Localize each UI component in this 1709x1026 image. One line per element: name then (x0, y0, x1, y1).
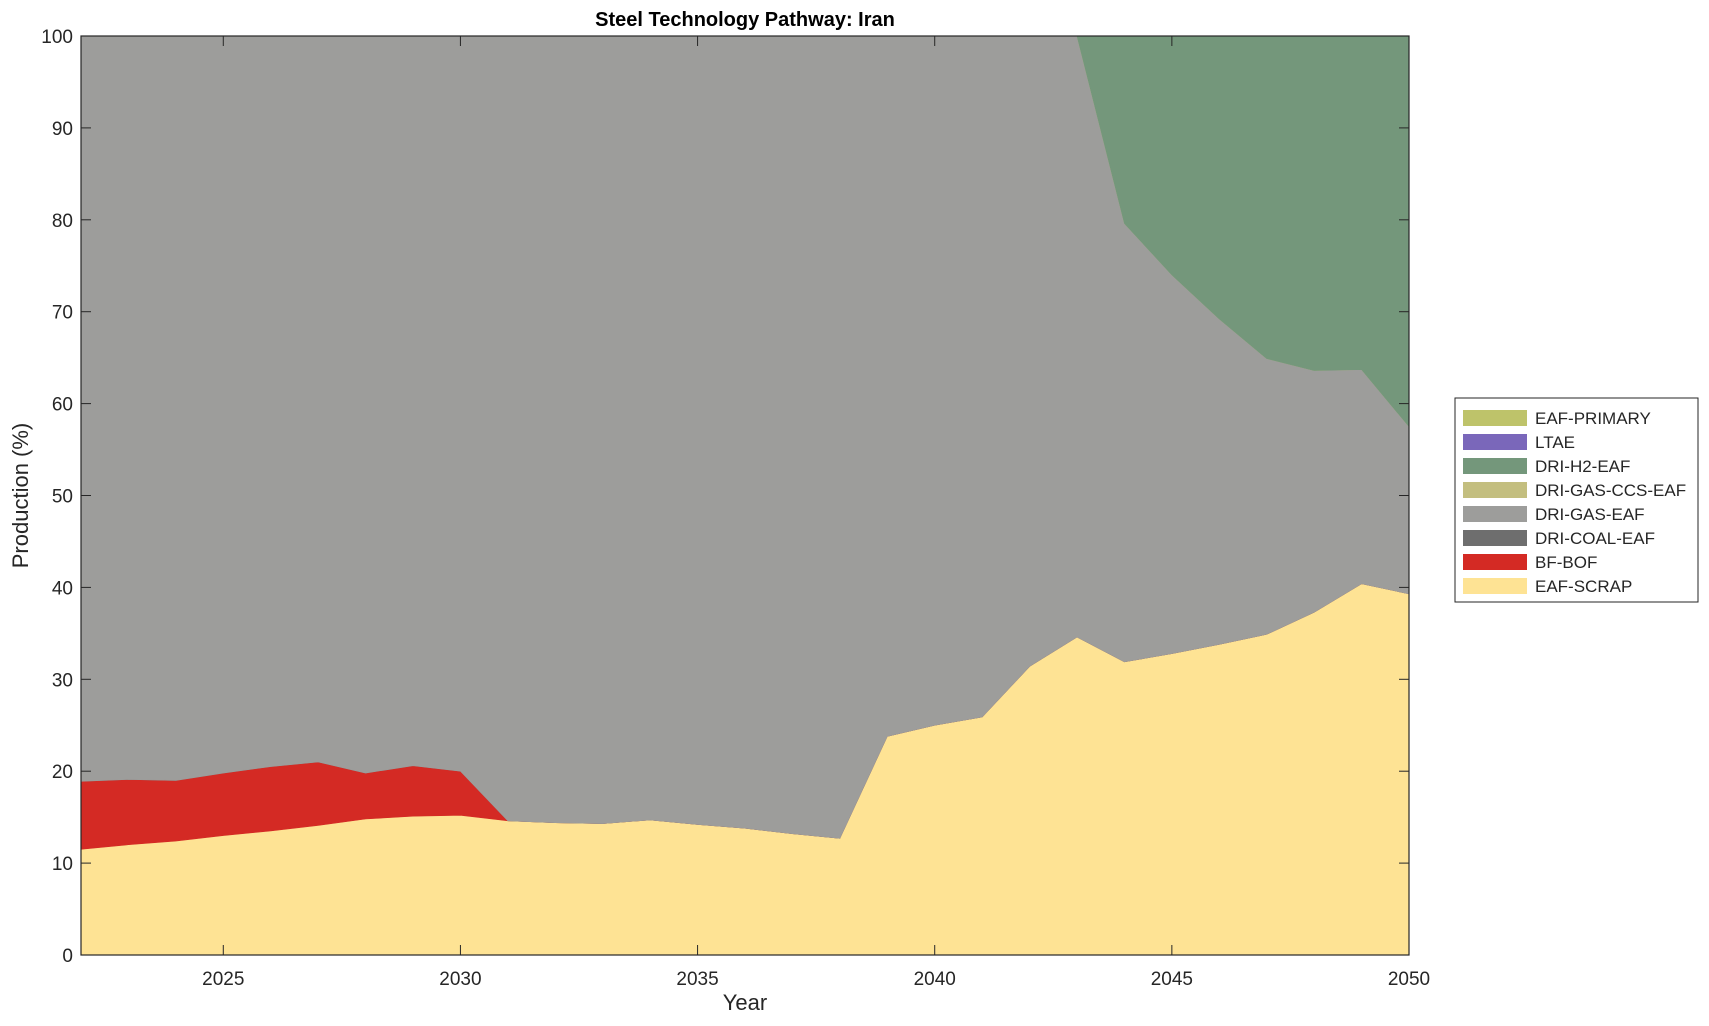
legend-label-eaf-primary: EAF-PRIMARY (1535, 409, 1651, 428)
y-tick-label: 50 (52, 487, 73, 508)
chart-title: Steel Technology Pathway: Iran (595, 9, 895, 31)
legend-swatch-bf-bof (1463, 554, 1527, 570)
x-tick-label: 2030 (439, 969, 481, 990)
x-tick-label: 2045 (1151, 969, 1193, 990)
legend-label-ltae: LTAE (1535, 433, 1575, 452)
y-tick-label: 10 (52, 854, 73, 875)
legend-swatch-eaf-scrap (1463, 578, 1527, 594)
legend-swatch-dri-gas-eaf (1463, 506, 1527, 522)
y-tick-label: 60 (52, 395, 73, 416)
x-tick-label: 2040 (914, 969, 956, 990)
legend-label-dri-gas-eaf: DRI-GAS-EAF (1535, 505, 1645, 524)
y-tick-label: 0 (62, 946, 73, 967)
legend-label-dri-coal-eaf: DRI-COAL-EAF (1535, 529, 1655, 548)
legend-label-dri-h2-eaf: DRI-H2-EAF (1535, 457, 1630, 476)
y-tick-label: 100 (41, 27, 73, 48)
x-tick-label: 2025 (202, 969, 244, 990)
legend-swatch-dri-h2-eaf (1463, 458, 1527, 474)
x-tick-label: 2035 (676, 969, 718, 990)
y-axis-label: Production (%) (8, 423, 33, 569)
legend-swatch-eaf-primary (1463, 410, 1527, 426)
y-tick-label: 70 (52, 303, 73, 324)
legend-swatch-dri-gas-ccs-eaf (1463, 482, 1527, 498)
y-tick-label: 30 (52, 670, 73, 691)
legend: EAF-PRIMARY LTAE DRI-H2-EAF DRI-GAS-CCS-EAF… (1454, 397, 1699, 603)
legend-swatch-dri-coal-eaf (1463, 530, 1527, 546)
ticks-layer: 2025 2030 2035 2040 2045 20500102030405060708… (41, 27, 1430, 990)
y-tick-label: 20 (52, 762, 73, 783)
x-tick-label: 2050 (1388, 969, 1430, 990)
y-tick-label: 40 (52, 578, 73, 599)
legend-label-eaf-scrap: EAF-SCRAP (1535, 577, 1632, 596)
legend-label-dri-gas-ccs-eaf: DRI-GAS-CCS-EAF (1535, 481, 1686, 500)
areas-layer (80, 35, 1410, 956)
legend-label-bf-bof: BF-BOF (1535, 553, 1597, 572)
y-tick-label: 90 (52, 119, 73, 140)
y-tick-label: 80 (52, 211, 73, 232)
legend-swatch-ltae (1463, 434, 1527, 450)
x-axis-label: Year (723, 990, 767, 1015)
